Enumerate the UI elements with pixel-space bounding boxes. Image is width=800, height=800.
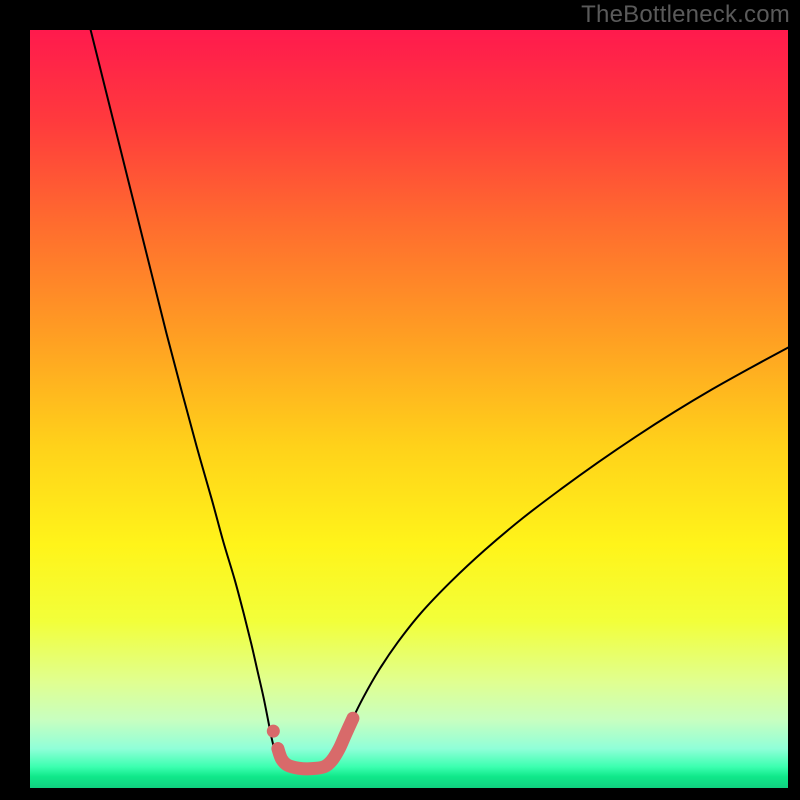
gradient-plot-area (30, 30, 788, 788)
chart-stage: TheBottleneck.com (0, 0, 800, 800)
bottleneck-chart-svg (0, 0, 800, 800)
overlay-dot-0 (267, 725, 280, 738)
watermark-text: TheBottleneck.com (581, 1, 790, 29)
